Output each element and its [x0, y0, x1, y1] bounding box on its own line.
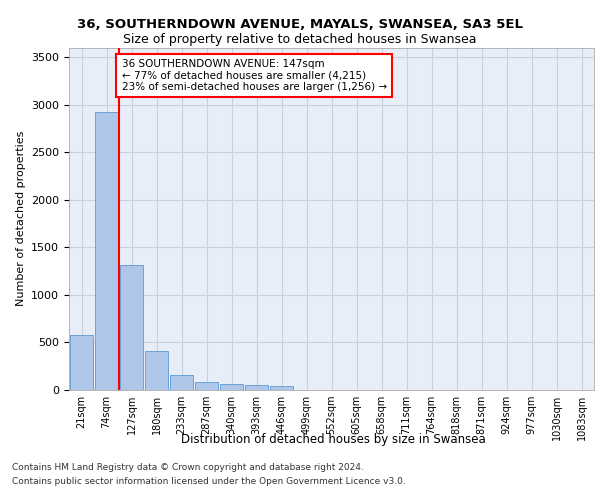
Y-axis label: Number of detached properties: Number of detached properties — [16, 131, 26, 306]
Bar — [220, 384, 243, 390]
Bar — [70, 335, 93, 390]
Text: 36 SOUTHERNDOWN AVENUE: 147sqm
← 77% of detached houses are smaller (4,215)
23% : 36 SOUTHERNDOWN AVENUE: 147sqm ← 77% of … — [121, 59, 386, 92]
Text: Contains HM Land Registry data © Crown copyright and database right 2024.: Contains HM Land Registry data © Crown c… — [12, 462, 364, 471]
Text: Distribution of detached houses by size in Swansea: Distribution of detached houses by size … — [181, 432, 485, 446]
Bar — [245, 385, 268, 390]
Bar — [270, 386, 293, 390]
Text: Contains public sector information licensed under the Open Government Licence v3: Contains public sector information licen… — [12, 478, 406, 486]
Text: Size of property relative to detached houses in Swansea: Size of property relative to detached ho… — [123, 32, 477, 46]
Bar — [195, 382, 218, 390]
Bar — [120, 266, 143, 390]
Bar — [95, 112, 118, 390]
Bar — [170, 375, 193, 390]
Bar — [145, 350, 168, 390]
Text: 36, SOUTHERNDOWN AVENUE, MAYALS, SWANSEA, SA3 5EL: 36, SOUTHERNDOWN AVENUE, MAYALS, SWANSEA… — [77, 18, 523, 30]
